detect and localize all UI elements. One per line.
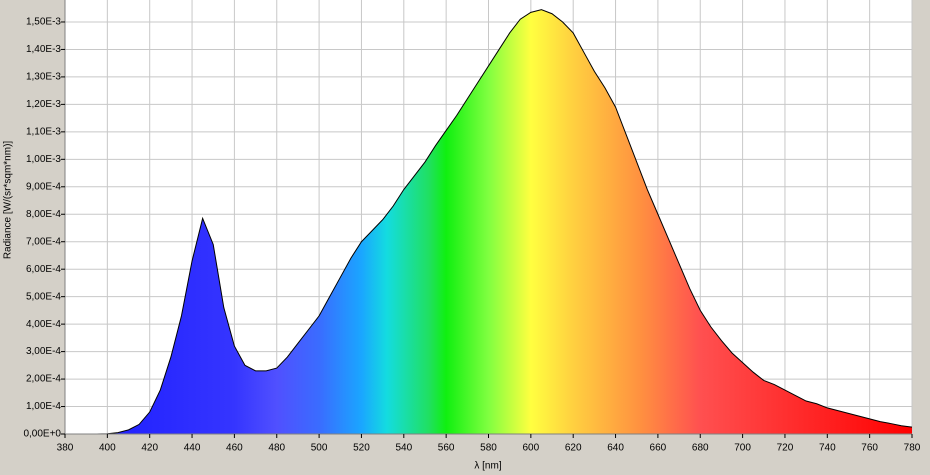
side-panel (915, 0, 930, 475)
y-tick-label: 6,00E-4 (26, 264, 61, 275)
x-tick-label: 780 (904, 443, 921, 454)
x-tick-label: 580 (480, 443, 497, 454)
x-tick-label: 620 (565, 443, 582, 454)
y-axis-label: Radiance [W/(sr*sqm*nm)] (3, 141, 14, 260)
spectrum-line (65, 9, 913, 435)
y-tick-label: 1,00E-4 (26, 401, 61, 412)
y-tick-label: 7,00E-4 (26, 236, 61, 247)
x-tick-label: 560 (438, 443, 455, 454)
y-tick-label: 1,20E-3 (26, 99, 61, 110)
y-tick-label: 1,10E-3 (26, 126, 61, 137)
y-tick-label: 1,40E-3 (26, 44, 61, 55)
y-tick-label: 2,00E-4 (26, 374, 61, 385)
y-tick-label: 1,50E-3 (26, 17, 61, 28)
y-tick-label: 9,00E-4 (26, 181, 61, 192)
x-tick-label: 400 (99, 443, 116, 454)
x-tick-label: 720 (777, 443, 794, 454)
y-tick-label: 1,30E-3 (26, 72, 61, 83)
x-tick-label: 740 (819, 443, 836, 454)
x-tick-label: 760 (861, 443, 878, 454)
x-tick-label: 600 (523, 443, 540, 454)
x-axis-label: λ [nm] (474, 461, 501, 472)
x-tick-label: 700 (734, 443, 751, 454)
x-tick-label: 380 (57, 443, 74, 454)
x-tick-label: 420 (141, 443, 158, 454)
y-tick-label: 1,00E-3 (26, 154, 61, 165)
x-tick-label: 460 (226, 443, 243, 454)
x-tick-label: 640 (607, 443, 624, 454)
x-tick-label: 540 (395, 443, 412, 454)
x-tick-label: 500 (311, 443, 328, 454)
y-tick-label: 4,00E-4 (26, 319, 61, 330)
y-tick-label: 3,00E-4 (26, 346, 61, 357)
y-tick-label: 0,00E+0 (23, 429, 61, 440)
x-tick-label: 440 (184, 443, 201, 454)
x-tick-label: 520 (353, 443, 370, 454)
spectrum-area (65, 9, 912, 435)
x-tick-label: 660 (650, 443, 667, 454)
y-tick-label: 8,00E-4 (26, 209, 61, 220)
x-tick-label: 680 (692, 443, 709, 454)
x-tick-label: 480 (268, 443, 285, 454)
y-tick-label: 5,00E-4 (26, 291, 61, 302)
